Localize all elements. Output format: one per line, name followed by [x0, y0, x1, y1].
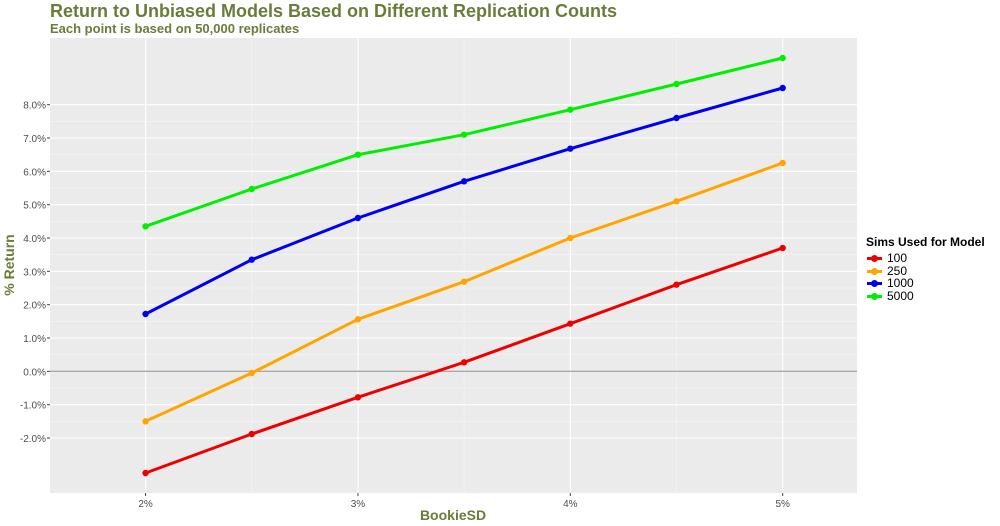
x-tick-label: 5% — [775, 499, 790, 510]
data-point-250 — [673, 198, 680, 205]
data-point-1000 — [142, 310, 149, 318]
data-point-250 — [142, 418, 149, 425]
series-250 — [142, 159, 786, 425]
data-point-100 — [673, 281, 680, 288]
y-axis-ticks: -2.0% -1.0% 0.0% 1.0% 2.0% 3.0% 4.0% 5.0% 6.0% 7.… — [20, 101, 50, 445]
data-point-1000 — [354, 214, 362, 222]
legend-key — [866, 277, 883, 289]
legend-label: 250 — [887, 263, 908, 278]
data-point-250 — [460, 278, 468, 285]
legend-key — [866, 252, 883, 264]
data-point-100 — [567, 320, 574, 327]
data-point-5000 — [779, 54, 786, 62]
data-point-100 — [142, 469, 149, 477]
y-tick-label: 1.0% — [23, 334, 46, 345]
y-tick-label: 2.0% — [23, 301, 46, 312]
series-lines — [142, 54, 786, 477]
x-tick-label: 4% — [563, 499, 578, 510]
series-5000 — [142, 54, 786, 230]
y-tick-label: -2.0% — [20, 434, 46, 445]
data-point-100 — [354, 394, 362, 401]
x-tick-label: 2% — [138, 499, 153, 510]
y-tick-label: -1.0% — [20, 401, 46, 412]
x-axis-ticks: 2% 3% 4% 5% — [138, 493, 790, 510]
data-point-5000 — [142, 223, 149, 230]
data-point-1000 — [567, 145, 574, 152]
data-point-5000 — [460, 131, 468, 138]
data-point-5000 — [567, 106, 574, 113]
legend-key — [866, 290, 883, 302]
y-tick-label: 6.0% — [23, 167, 46, 178]
chart-title: Return to Unbiased Models Based on Diffe… — [50, 1, 618, 21]
data-point-250 — [354, 316, 362, 323]
data-point-1000 — [779, 84, 786, 92]
data-point-250 — [779, 159, 786, 167]
data-point-5000 — [248, 185, 255, 193]
legend: Sims Used for Model 100 250 1000 5000 — [866, 235, 985, 303]
legend-label: 5000 — [887, 288, 914, 303]
x-axis-label: BookieSD — [420, 507, 486, 523]
legend-item-5000: 5000 — [866, 288, 985, 303]
data-point-1000 — [673, 114, 680, 122]
y-tick-label: 8.0% — [23, 101, 46, 112]
series-100 — [142, 244, 786, 477]
data-point-1000 — [248, 256, 255, 263]
legend-item-250: 250 — [866, 263, 985, 278]
chart-subtitle: Each point is based on 50,000 replicates — [50, 21, 300, 36]
legend-label: 1000 — [887, 276, 914, 291]
x-tick-label: 3% — [351, 499, 366, 510]
y-tick-label: 7.0% — [23, 134, 46, 145]
y-tick-label: 3.0% — [23, 267, 46, 278]
legend-item-1000: 1000 — [866, 276, 985, 291]
y-axis-label: % Return — [1, 234, 17, 295]
y-tick-label: 4.0% — [23, 234, 46, 245]
series-1000 — [142, 84, 786, 318]
y-tick-label: 5.0% — [23, 201, 46, 212]
legend-items: 100 250 1000 5000 — [866, 251, 985, 303]
data-point-250 — [248, 369, 255, 377]
data-point-5000 — [673, 80, 680, 88]
data-point-100 — [248, 430, 255, 438]
plot-panel — [50, 38, 857, 493]
legend-title: Sims Used for Model — [866, 235, 985, 249]
data-point-250 — [567, 234, 574, 242]
data-point-5000 — [354, 151, 362, 158]
legend-key — [866, 265, 883, 277]
legend-label: 100 — [887, 251, 908, 266]
data-point-1000 — [460, 178, 468, 185]
data-point-100 — [779, 244, 786, 252]
legend-item-100: 100 — [866, 251, 985, 266]
y-tick-label: 0.0% — [23, 367, 46, 378]
data-point-100 — [460, 359, 468, 366]
